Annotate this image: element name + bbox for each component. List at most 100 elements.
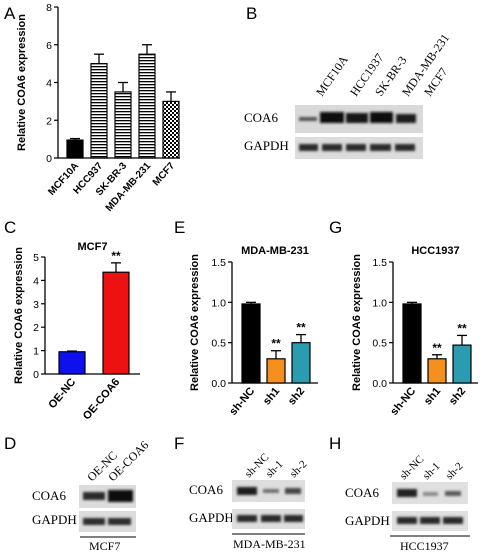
chart-g-title: HCC1937 — [411, 245, 459, 257]
panel-letter-e: E — [174, 218, 185, 237]
blot-d-gapdh-band — [108, 518, 131, 525]
blot-d-coa6-band — [108, 490, 133, 502]
chart-a-bar — [90, 63, 108, 159]
chart-e-significance: ** — [296, 321, 306, 335]
chart-c-category-label: OE-COA6 — [81, 376, 122, 422]
blot-b-coa6-band — [370, 112, 393, 123]
chart-g-category-label: sh2 — [447, 385, 468, 407]
chart-a-bar — [162, 100, 180, 159]
blot-b-gapdh-band — [299, 144, 318, 151]
blot-b-gapdh-band — [346, 144, 366, 151]
blot-h-coa6-band — [397, 489, 417, 497]
chart-g-bar — [427, 358, 447, 384]
panel-letter-g: G — [329, 218, 342, 237]
blot-b-lane-mcf10a: MCF10A — [313, 53, 351, 99]
chart-g-category-label: sh1 — [422, 385, 443, 407]
chart-a-ytick-label: 6 — [46, 40, 52, 52]
blot-b-coa6-band — [299, 117, 317, 121]
chart-e-ytick-label: 1.5 — [211, 257, 226, 269]
chart-a-ylabel: Relative COA6 expression — [16, 14, 28, 151]
blot-f-coa6-band — [237, 487, 257, 495]
blot-d-row-coa6: COA6 — [32, 488, 66, 503]
western-blot-b: MCF10A HCC1937 SK-BR-3 MDA-MB-231 MCF7 C… — [244, 31, 452, 159]
chart-e-bar — [291, 342, 311, 384]
chart-a-category-label: MCF7 — [151, 160, 178, 188]
chart-g-bar — [402, 303, 422, 384]
blot-h-lane-shnc: sh-NC — [398, 453, 427, 482]
blot-b-coa6-band — [396, 114, 416, 123]
chart-g-significance: ** — [457, 321, 467, 335]
chart-g-category-label: sh-NC — [388, 385, 418, 418]
chart-panel-e: MDA-MB-231 Relative COA6 expression 0.0 0.5… — [189, 245, 318, 418]
blot-h-row-gapdh: GAPDH — [345, 513, 390, 528]
western-blot-h: sh-NC sh-1 sh-2 COA6 GAPDH HCC1937 — [345, 453, 470, 553]
chart-a-bar — [114, 91, 132, 159]
western-blot-d: OE-NC OE-COA6 COA6 GAPDH MCF7 — [32, 438, 151, 553]
chart-e-significance: ** — [271, 337, 281, 351]
chart-c-ytick-label: 4 — [33, 275, 39, 287]
chart-a-ytick-label: 2 — [46, 115, 52, 127]
western-blot-f: sh-NC sh-1 sh-2 COA6 GAPDH MDA-MB-231 — [189, 451, 310, 551]
panel-letter-h: H — [329, 434, 341, 453]
blot-f-coa6-band — [263, 489, 279, 493]
blot-f-lane-sh2: sh-2 — [288, 458, 310, 480]
chart-a-ytick-label: 0 — [46, 153, 52, 165]
chart-c-category-label: OE-NC — [46, 376, 78, 411]
chart-c-significance: ** — [111, 249, 121, 263]
chart-e-bar — [266, 358, 286, 384]
chart-a-ytick-label: 8 — [46, 2, 52, 14]
chart-e-ytick-label: 1.0 — [211, 297, 226, 309]
blot-h-cell-line: HCC1937 — [400, 539, 449, 553]
panel-letter-d: D — [4, 434, 16, 453]
blot-d-gapdh-band — [83, 518, 105, 525]
blot-h-gapdh-band — [443, 517, 463, 524]
chart-e-ytick-label: 0.5 — [211, 338, 226, 350]
chart-c-ytick-label: 0 — [33, 369, 39, 381]
blot-f-gapdh-band — [261, 515, 281, 522]
chart-a-bar — [138, 53, 156, 159]
chart-c-title: MCF7 — [78, 241, 108, 253]
chart-c-bar — [102, 271, 130, 375]
chart-c-bar — [58, 351, 86, 375]
chart-c-ytick-label: 5 — [33, 252, 39, 264]
chart-g-ytick-label: 1.0 — [372, 297, 387, 309]
blot-f-gapdh-band — [237, 515, 257, 522]
blot-h-row-coa6: COA6 — [345, 485, 379, 500]
blot-h-gapdh-band — [420, 517, 440, 524]
blot-d-coa6-band — [83, 492, 105, 500]
chart-e-category-label: sh1 — [261, 385, 282, 407]
panel-letter-b: B — [246, 4, 257, 23]
blot-f-cell-line: MDA-MB-231 — [233, 537, 306, 551]
blot-f-coa6-band — [285, 488, 301, 494]
chart-g-significance: ** — [432, 341, 442, 355]
panel-letter-f: F — [174, 434, 184, 453]
blot-b-gapdh-band — [370, 144, 391, 151]
blot-f-row-coa6: COA6 — [189, 482, 223, 497]
blot-h-lane-sh2: sh-2 — [444, 460, 466, 482]
chart-e-title: MDA-MB-231 — [241, 245, 309, 257]
chart-panel-c: MCF7 Relative COA6 expression 0 1 2 3 4 5 OE-NC *… — [13, 241, 140, 422]
panel-letter-c: C — [4, 218, 16, 237]
blot-f-gapdh-band — [284, 515, 303, 522]
chart-g-ytick-label: 0.5 — [372, 338, 387, 350]
chart-e-ytick-label: 0.0 — [211, 378, 226, 390]
chart-g-ytick-label: 0.0 — [372, 378, 387, 390]
blot-b-row-gapdh: GAPDH — [244, 138, 289, 153]
blot-b-coa6-band — [346, 113, 368, 123]
chart-g-ylabel: Relative COA6 expression — [351, 254, 363, 391]
panel-letter-a: A — [4, 4, 16, 23]
blot-b-gapdh-band — [395, 144, 415, 151]
chart-c-ytick-label: 3 — [33, 299, 39, 311]
chart-c-ytick-label: 2 — [33, 322, 39, 334]
blot-h-coa6-band — [423, 492, 438, 496]
chart-panel-a: Relative COA6 expression02468MCF10AHCC93… — [16, 2, 180, 214]
chart-g-bar — [452, 344, 472, 384]
chart-e-ylabel: Relative COA6 expression — [189, 254, 201, 391]
blot-h-coa6-band — [445, 491, 461, 496]
blot-b-gapdh-band — [322, 144, 342, 151]
chart-c-ylabel: Relative COA6 expression — [13, 247, 25, 384]
chart-g-ytick-label: 1.5 — [372, 257, 387, 269]
chart-e-bar — [241, 303, 261, 384]
chart-c-ytick-label: 1 — [33, 346, 39, 358]
